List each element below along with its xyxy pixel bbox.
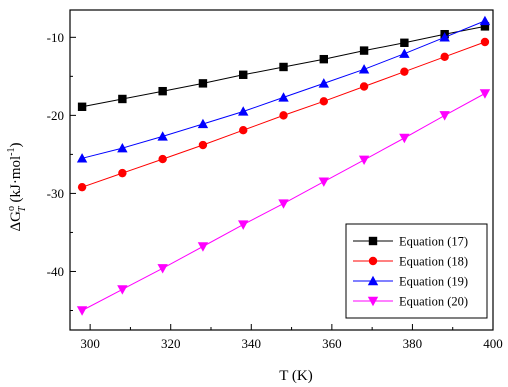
data-point: [319, 97, 328, 106]
data-point: [117, 142, 128, 153]
x-axis-title: T (K): [279, 368, 312, 384]
series-4: [76, 89, 491, 316]
y-axis-title: ΔGoT(kJ·mol-1): [6, 142, 28, 231]
data-point: [400, 38, 409, 47]
data-point: [319, 54, 328, 64]
data-point: [77, 102, 87, 111]
legend-entry: Equation (20): [353, 295, 468, 309]
data-point: [198, 79, 208, 88]
legend-marker: [367, 275, 379, 286]
data-point: [239, 70, 248, 79]
series-2: [77, 37, 490, 192]
data-point: [197, 118, 209, 129]
data-point: [278, 199, 289, 209]
data-point: [440, 52, 449, 62]
data-point: [118, 168, 127, 178]
legend-marker: [367, 296, 379, 307]
data-point: [359, 82, 369, 91]
series-line: [81, 20, 486, 159]
legend-marker: [368, 236, 378, 246]
legend-marker: [368, 256, 378, 266]
series-3: [76, 15, 491, 163]
legend-label: Equation (18): [399, 255, 468, 269]
data-point: [239, 125, 248, 135]
legend-label: Equation (17): [399, 235, 468, 249]
y-tick-label: -40: [47, 264, 64, 279]
data-point: [439, 32, 450, 42]
x-tick-label: 400: [483, 336, 503, 351]
x-tick-label: 320: [161, 336, 181, 351]
data-point: [117, 285, 128, 295]
plot-frame: [69, 9, 494, 331]
data-point: [278, 92, 289, 102]
data-point: [76, 306, 88, 316]
legend-entry: Equation (19): [353, 275, 468, 289]
data-point: [157, 264, 168, 274]
data-point: [76, 153, 88, 163]
legend: Equation (17) Equation (18) Equation (19) E…: [345, 223, 488, 319]
x-tick-label: 380: [403, 336, 423, 351]
data-point: [400, 67, 409, 76]
data-point: [77, 182, 87, 192]
data-point: [480, 22, 490, 31]
y-tick-label: -10: [47, 30, 64, 45]
data-point: [279, 111, 288, 120]
data-point: [157, 131, 168, 141]
legend-entry: Equation (17): [353, 235, 468, 249]
axis-ticks: 300 320 340 360 380 400 -10 -20 -30 -40: [47, 30, 503, 351]
data-point: [279, 62, 288, 72]
data-point: [318, 177, 329, 187]
data-point: [358, 155, 370, 166]
x-tick-label: 360: [322, 336, 342, 351]
legend-label: Equation (19): [399, 275, 468, 289]
data-point: [358, 64, 370, 74]
y-tick-label: -30: [47, 186, 64, 201]
data-point: [479, 15, 491, 26]
data-point: [399, 48, 410, 58]
data-point: [158, 86, 167, 96]
legend-label: Equation (20): [399, 295, 468, 309]
data-point: [399, 133, 410, 144]
data-point: [480, 37, 490, 47]
data-point: [479, 89, 491, 99]
data-point: [318, 78, 329, 88]
data-point: [238, 106, 249, 116]
data-point: [158, 154, 167, 164]
legend-entry: Equation (18): [353, 255, 468, 269]
data-point: [359, 46, 369, 55]
data-point: [197, 242, 209, 252]
data-point: [198, 140, 208, 150]
y-tick-label: -20: [47, 108, 64, 123]
x-tick-label: 340: [242, 336, 262, 351]
data-point: [439, 111, 450, 121]
x-tick-label: 300: [80, 336, 100, 351]
series-layer: [76, 15, 491, 316]
data-point: [238, 220, 249, 230]
data-point: [118, 94, 127, 104]
